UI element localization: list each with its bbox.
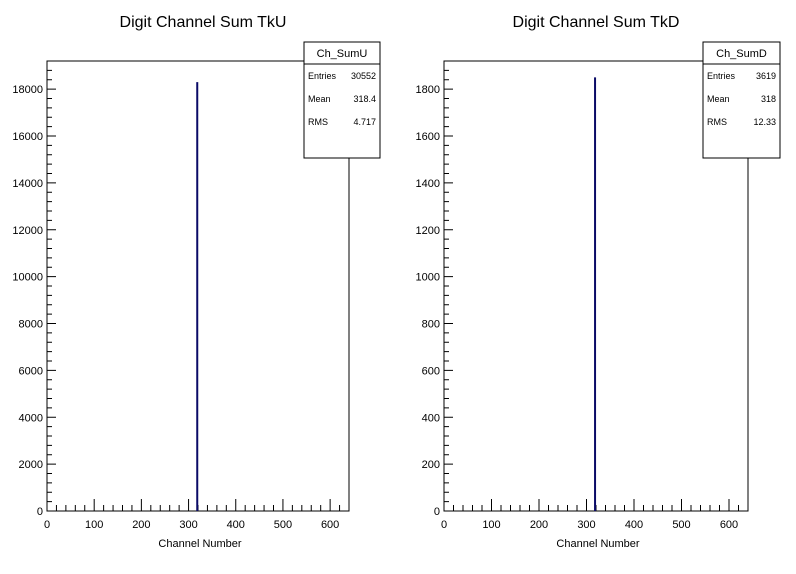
stats-value: 30552	[351, 71, 376, 81]
x-tick-label: 200	[530, 519, 548, 531]
x-tick-label: 0	[441, 519, 447, 531]
stats-label: RMS	[308, 117, 328, 127]
y-tick-label: 18000	[12, 84, 43, 96]
x-tick-label: 600	[720, 519, 738, 531]
y-tick-label: 4000	[19, 412, 43, 424]
y-tick-label: 16000	[12, 131, 43, 143]
y-tick-label: 10000	[12, 272, 43, 284]
x-tick-label: 200	[132, 519, 150, 531]
y-tick-label: 0	[37, 506, 43, 518]
stats-value: 4.717	[353, 117, 376, 127]
stats-value: 318	[761, 94, 776, 104]
stats-label: Mean	[308, 94, 331, 104]
y-tick-label: 200	[422, 459, 440, 471]
y-tick-label: 1600	[416, 131, 440, 143]
x-tick-label: 300	[577, 519, 595, 531]
y-tick-label: 0	[434, 506, 440, 518]
chart-title: Digit Channel Sum TkD	[513, 14, 680, 31]
y-tick-label: 8000	[19, 319, 43, 331]
stats-value: 12.33	[753, 117, 776, 127]
x-tick-label: 400	[625, 519, 643, 531]
x-tick-label: 0	[44, 519, 50, 531]
x-axis-label: Channel Number	[158, 538, 241, 550]
x-tick-label: 100	[85, 519, 103, 531]
stats-label: Entries	[707, 71, 736, 81]
chart-panel-1: Digit Channel Sum TkU0200040006000800010…	[12, 14, 381, 550]
y-tick-label: 1400	[416, 178, 440, 190]
y-tick-label: 1800	[416, 84, 440, 96]
x-tick-label: 500	[672, 519, 690, 531]
y-tick-label: 1000	[416, 272, 440, 284]
y-tick-label: 600	[422, 365, 440, 377]
chart-title: Digit Channel Sum TkU	[120, 14, 287, 31]
y-tick-label: 800	[422, 319, 440, 331]
stats-value: 3619	[756, 71, 776, 81]
y-tick-label: 1200	[416, 225, 440, 237]
y-tick-label: 12000	[12, 225, 43, 237]
x-tick-label: 300	[179, 519, 197, 531]
x-tick-label: 100	[482, 519, 500, 531]
x-tick-label: 600	[321, 519, 339, 531]
stats-histogram-name: Ch_SumD	[716, 48, 767, 60]
x-tick-label: 400	[227, 519, 245, 531]
stats-label: Entries	[308, 71, 337, 81]
stats-box	[702, 41, 781, 159]
stats-histogram-name: Ch_SumU	[317, 48, 368, 60]
y-tick-label: 400	[422, 412, 440, 424]
y-tick-label: 6000	[19, 365, 43, 377]
stats-label: Mean	[707, 94, 730, 104]
y-tick-label: 14000	[12, 178, 43, 190]
x-tick-label: 500	[274, 519, 292, 531]
y-tick-label: 2000	[19, 459, 43, 471]
stats-value: 318.4	[353, 94, 376, 104]
x-axis-label: Channel Number	[556, 538, 639, 550]
chart-panel-2: Digit Channel Sum TkD0200400600800100012…	[416, 14, 781, 550]
stats-label: RMS	[707, 117, 727, 127]
stats-box	[303, 41, 381, 159]
